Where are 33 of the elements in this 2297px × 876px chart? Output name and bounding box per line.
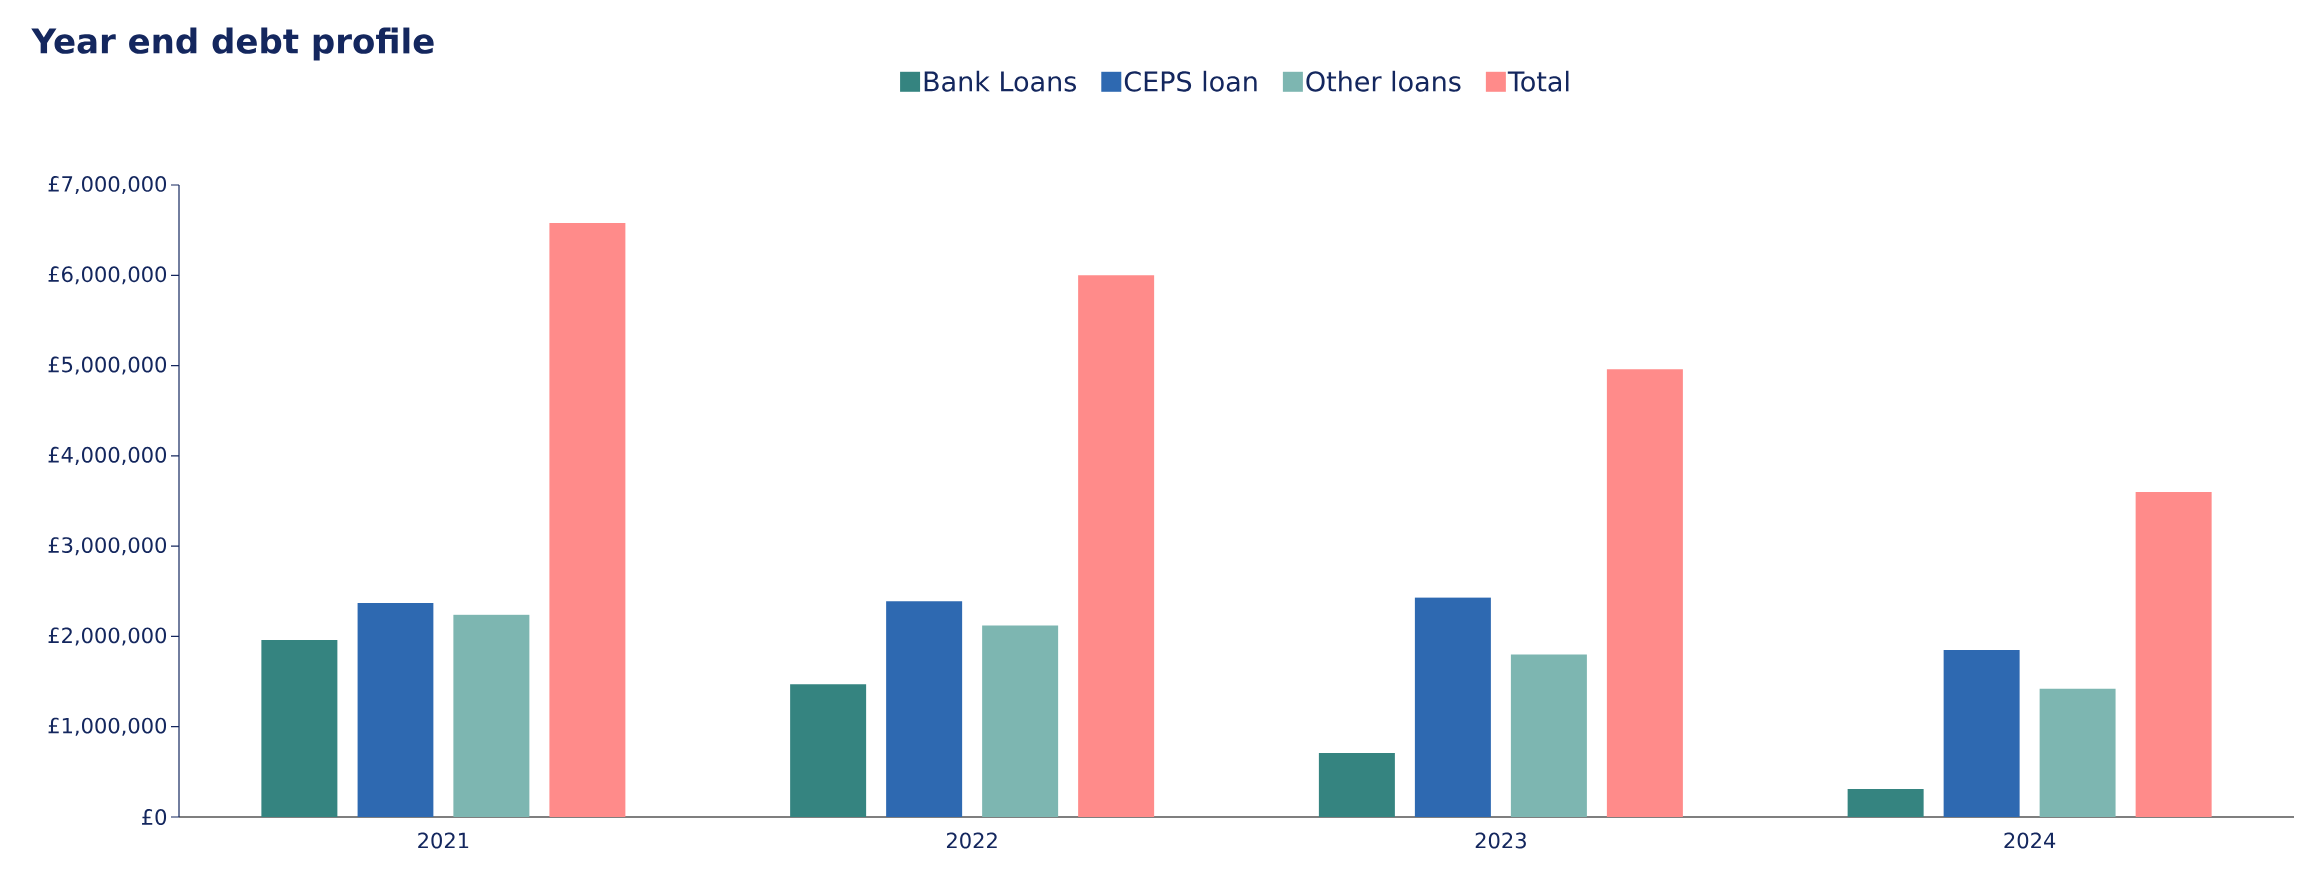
bar — [1078, 275, 1155, 817]
x-tick-label: 2021 — [418, 832, 469, 849]
legend-label: CEPS loan — [1124, 70, 1257, 92]
legend-label: Bank Loans — [924, 70, 1077, 92]
bar — [1510, 654, 1587, 817]
bar — [549, 222, 626, 817]
x-tick-label: 2022 — [946, 832, 997, 849]
y-tick-label: £7,000,000 — [48, 175, 167, 195]
bar — [453, 614, 530, 817]
legend-label: Other loans — [1306, 70, 1461, 92]
bar — [982, 625, 1059, 817]
bar — [1943, 649, 2020, 817]
legend-label: Total — [1507, 70, 1569, 92]
x-tick-label: 2023 — [1475, 832, 1526, 849]
bar — [790, 684, 867, 817]
y-tick-label: £4,000,000 — [48, 446, 167, 465]
bar — [1606, 369, 1683, 817]
y-tick-label: £2,000,000 — [48, 627, 167, 646]
bar — [2039, 688, 2116, 817]
y-tick-label: £0 — [142, 809, 167, 825]
bar — [261, 640, 338, 817]
bar — [1414, 597, 1491, 817]
bar — [886, 601, 963, 817]
bar — [2135, 491, 2212, 817]
y-tick-label: £3,000,000 — [48, 537, 167, 556]
bar — [1847, 789, 1924, 817]
y-tick-label: £5,000,000 — [48, 356, 167, 375]
chart-title: Year end debt profile — [31, 27, 434, 61]
y-tick-label: £1,000,000 — [48, 717, 167, 736]
bar — [357, 603, 434, 817]
bar — [1318, 752, 1395, 817]
x-tick-label: 2024 — [2004, 832, 2056, 849]
y-tick-label: £6,000,000 — [48, 266, 167, 285]
